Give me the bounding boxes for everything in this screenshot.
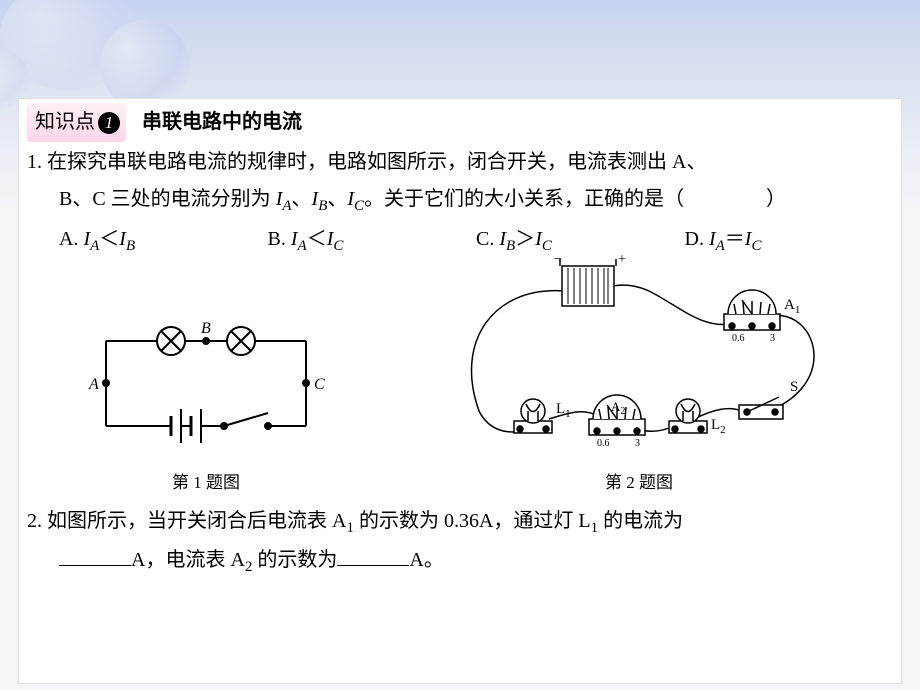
q1-a-rel: ＜ xyxy=(99,228,119,250)
knowledge-point-number: 1 xyxy=(98,112,120,134)
q1-stem-l1: 在探究串联电路电流的规律时，电路如图所示，闭合开关，电流表测出 A、 xyxy=(47,151,706,173)
q2-l1-s2: 1 xyxy=(591,520,599,536)
knowledge-point-label: 知识点 xyxy=(35,104,95,141)
q1-ib-sub: B xyxy=(318,198,327,214)
fig2-a2-scale1: 0.6 xyxy=(597,438,610,449)
knowledge-point-title: 串联电路中的电流 xyxy=(142,104,302,141)
q1-l2-prefix: B、C 三处的电流分别为 xyxy=(59,188,276,210)
figures-row: A B C 第 1 题图 xyxy=(27,269,893,499)
fig2-minus: − xyxy=(554,252,562,267)
fig2-a2-scale2: 3 xyxy=(635,438,640,449)
question-1: 1. 在探究串联电路电流的规律时，电路如图所示，闭合开关，电流表测出 A、 B、… xyxy=(27,144,893,261)
q1-b-l: I xyxy=(291,228,298,250)
q1-b-rel: ＜ xyxy=(307,228,327,250)
knowledge-point-badge: 知识点 1 xyxy=(27,103,126,142)
q1-answer-paren: （ ） xyxy=(664,188,800,210)
q1-c-l: I xyxy=(499,228,506,250)
q1-sep2: 、 xyxy=(327,188,347,210)
figure-1: A B C 第 1 题图 xyxy=(76,311,336,498)
q1-a-ls: A xyxy=(90,238,99,254)
figure-2: − + A1 0.6 3 A2 0.6 3 L1 L2 S 第 2 题图 xyxy=(434,251,844,498)
q1-a-r: I xyxy=(119,228,126,250)
question-2: 2. 如图所示，当开关闭合后电流表 A1 的示数为 0.36A，通过灯 L1 的… xyxy=(27,503,893,583)
q1-line2: B、C 三处的电流分别为 IA、IB、IC。关于它们的大小关系，正确的是（ ） xyxy=(27,181,893,221)
q1-c-label: C. xyxy=(476,228,499,250)
q1-sep1: 、 xyxy=(292,188,312,210)
q1-a-rs: B xyxy=(126,238,135,254)
q1-b-rs: C xyxy=(333,238,343,254)
q1-b-label: B. xyxy=(268,228,291,250)
q2-l2-a: A，电流表 A xyxy=(131,549,245,571)
q2-l1-c: 的电流为 xyxy=(598,510,683,532)
q1-number: 1. xyxy=(27,151,42,173)
q1-a-label: A. xyxy=(59,228,83,250)
q1-d-rel: ＝ xyxy=(725,228,745,250)
q2-l2-c: A。 xyxy=(409,549,443,571)
slide-background: 知识点 1 串联电路中的电流 1. 在探究串联电路电流的规律时，电路如图所示，闭… xyxy=(0,0,920,690)
q1-c-rel: ＞ xyxy=(515,228,535,250)
fig2-a1-scale1: 0.6 xyxy=(732,333,745,344)
figure-1-caption: 第 1 题图 xyxy=(172,467,240,498)
fig2-s: S xyxy=(790,379,798,395)
q2-l1-a: 如图所示，当开关闭合后电流表 A xyxy=(47,510,346,532)
q2-l1-b: 的示数为 0.36A，通过灯 L xyxy=(354,510,591,532)
fig2-l2: L2 xyxy=(711,417,726,436)
q2-blank-2 xyxy=(337,542,409,566)
content-card: 知识点 1 串联电路中的电流 1. 在探究串联电路电流的规律时，电路如图所示，闭… xyxy=(18,98,902,684)
fig1-label-a: A xyxy=(88,376,99,393)
q1-d-l: I xyxy=(709,228,716,250)
q2-l1-s1: 1 xyxy=(346,520,354,536)
fig2-plus: + xyxy=(618,252,626,267)
q1-d-label: D. xyxy=(685,228,709,250)
fig1-label-c: C xyxy=(314,376,325,393)
figure-1-svg: A B C xyxy=(76,311,336,461)
q2-l2-b: 的示数为 xyxy=(252,549,337,571)
q1-ic-sub: C xyxy=(354,198,364,214)
q2-number: 2. xyxy=(27,510,42,532)
q2-line1: 2. 如图所示，当开关闭合后电流表 A1 的示数为 0.36A，通过灯 L1 的… xyxy=(27,503,893,543)
fig2-l1: L1 xyxy=(556,401,571,420)
q1-line1: 1. 在探究串联电路电流的规律时，电路如图所示，闭合开关，电流表测出 A、 xyxy=(27,144,893,181)
fig2-a1: A1 xyxy=(784,297,800,316)
fig2-a1-scale2: 3 xyxy=(770,333,775,344)
q1-l2-suffix: 。关于它们的大小关系，正确的是 xyxy=(364,188,664,210)
figure-2-caption: 第 2 题图 xyxy=(605,467,673,498)
fig1-label-b: B xyxy=(201,320,211,337)
q1-ia-sub: A xyxy=(282,198,291,214)
q1-b-ls: A xyxy=(298,238,307,254)
q2-line2: A，电流表 A2 的示数为A。 xyxy=(27,542,893,582)
figure-2-svg: − + A1 0.6 3 A2 0.6 3 L1 L2 S xyxy=(434,251,844,461)
q2-blank-1 xyxy=(59,542,131,566)
knowledge-point-header: 知识点 1 串联电路中的电流 xyxy=(27,103,893,142)
q1-opt-a: A. IA＜IB xyxy=(59,221,268,261)
q1-c-r: I xyxy=(535,228,542,250)
